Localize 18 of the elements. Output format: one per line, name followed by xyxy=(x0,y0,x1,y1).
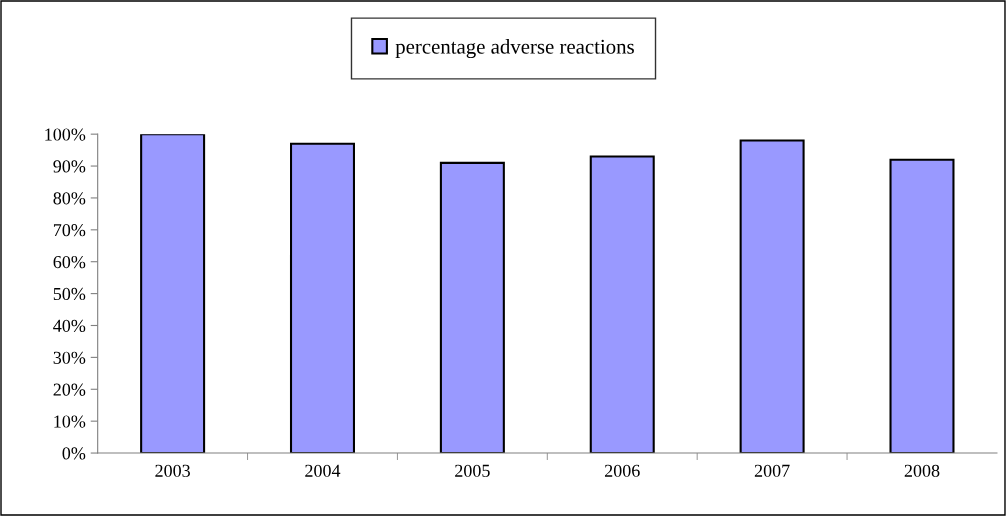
y-tick-label: 80% xyxy=(53,192,86,205)
y-tick-label: 20% xyxy=(53,383,86,396)
x-tick-label: 2008 xyxy=(904,464,940,477)
y-tick-label: 10% xyxy=(54,415,86,428)
x-tick-label: 2006 xyxy=(604,464,640,477)
y-tick-label: 40% xyxy=(53,319,86,332)
legend-label: percentage adverse reactions xyxy=(395,39,634,59)
y-tick-label: 50% xyxy=(53,287,86,301)
x-tick-label: 2007 xyxy=(754,464,790,477)
y-tick-label: 60% xyxy=(53,255,86,269)
y-tick-label: 100% xyxy=(45,128,86,141)
y-tick-label: 30% xyxy=(53,351,86,364)
x-tick-label: 2005 xyxy=(455,464,490,477)
y-tick-label: 0% xyxy=(62,447,86,460)
y-tick-label: 70% xyxy=(53,224,86,237)
x-tick-label: 2004 xyxy=(305,464,341,477)
y-tick-label: 90% xyxy=(53,160,86,173)
x-tick-label: 2003 xyxy=(155,464,190,477)
